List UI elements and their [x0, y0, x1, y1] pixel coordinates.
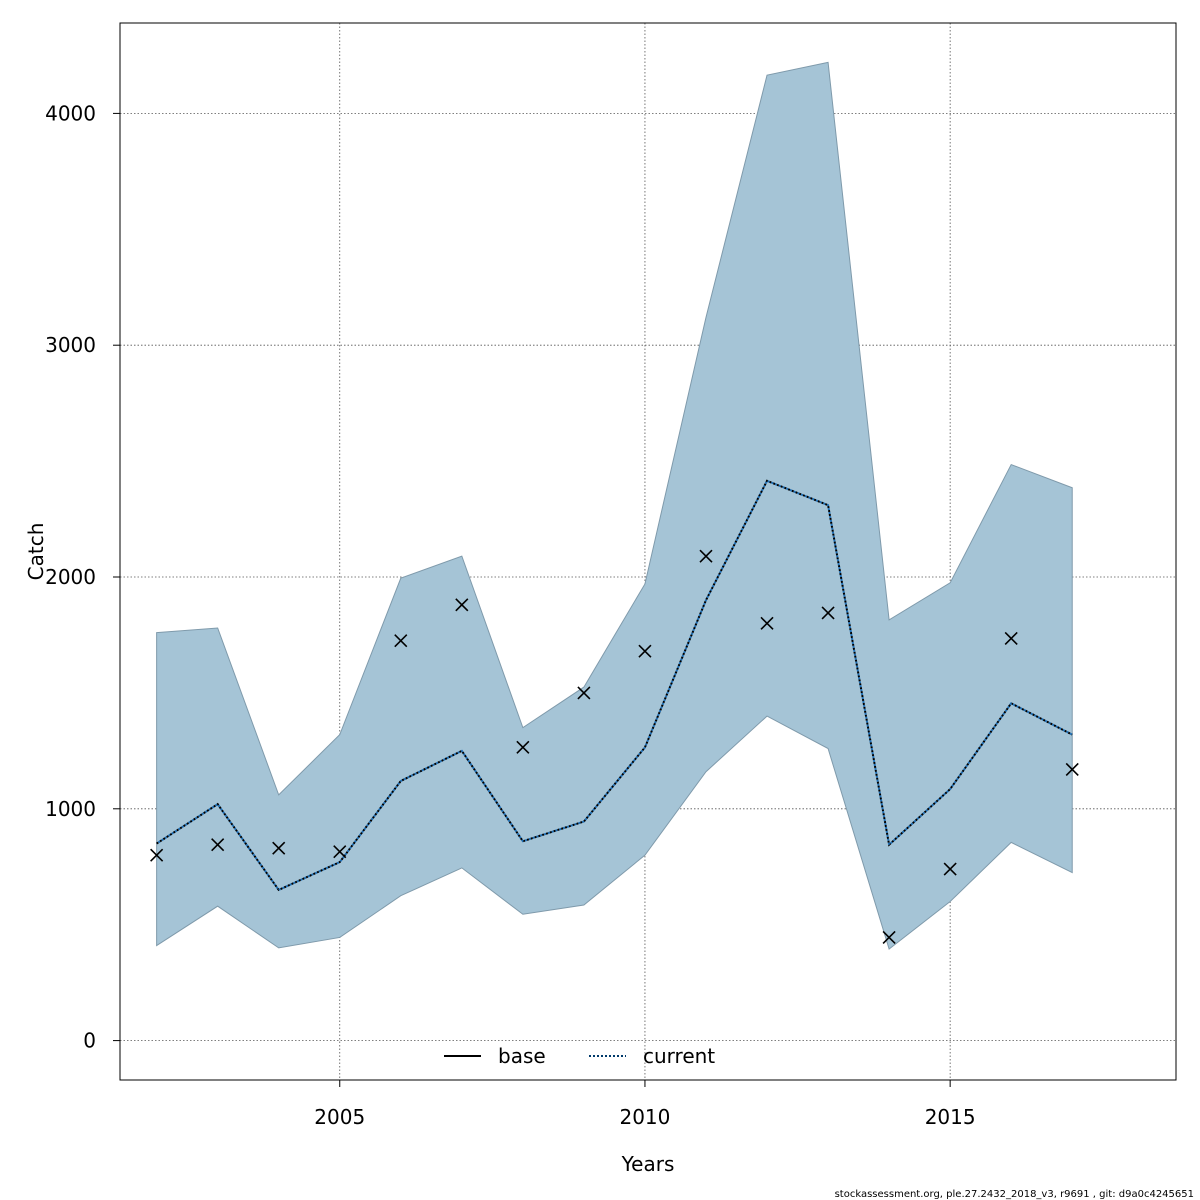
observed-point — [333, 845, 347, 859]
x-axis: 2005 2010 2015 — [314, 1080, 976, 1129]
series-line-current-accent — [156, 479, 1073, 892]
plot-frame — [119, 22, 1177, 1081]
observed-point — [699, 549, 713, 563]
observed-point — [272, 841, 286, 855]
series-line-current — [156, 479, 1073, 892]
series-lines — [156, 479, 1073, 892]
observed-point — [211, 838, 225, 852]
y-axis: 0 1000 2000 3000 4000 — [45, 101, 120, 1053]
confidence-band-area — [156, 61, 1073, 950]
confidence-band — [156, 61, 1073, 950]
observed-point — [150, 848, 164, 862]
observed-point — [577, 686, 591, 700]
observed-point — [638, 644, 652, 658]
legend: base current — [444, 1044, 715, 1068]
observed-point — [394, 634, 408, 648]
observed-points — [150, 549, 1079, 945]
observed-point — [455, 598, 469, 612]
y-tick-label: 2000 — [45, 565, 96, 589]
y-tick-label: 1000 — [45, 797, 96, 821]
x-tick-label: 2015 — [925, 1105, 976, 1129]
observed-point — [1004, 631, 1018, 645]
x-axis-title: Years — [621, 1152, 675, 1176]
observed-point — [1065, 762, 1079, 776]
x-tick-label: 2005 — [314, 1105, 365, 1129]
y-axis-title: Catch — [24, 523, 48, 581]
y-tick-label: 4000 — [45, 101, 96, 125]
footer-text: stockassessment.org, ple.27.2432_2018_v3… — [835, 1189, 1194, 1200]
observed-point — [516, 740, 530, 754]
observed-point — [760, 616, 774, 630]
legend-label-base: base — [498, 1044, 546, 1068]
x-tick-label: 2010 — [619, 1105, 670, 1129]
observed-point — [821, 606, 835, 620]
legend-label-current: current — [643, 1044, 715, 1068]
y-tick-label: 3000 — [45, 333, 96, 357]
observed-point — [882, 930, 896, 945]
y-tick-label: 0 — [83, 1029, 96, 1053]
observed-point — [943, 862, 957, 876]
